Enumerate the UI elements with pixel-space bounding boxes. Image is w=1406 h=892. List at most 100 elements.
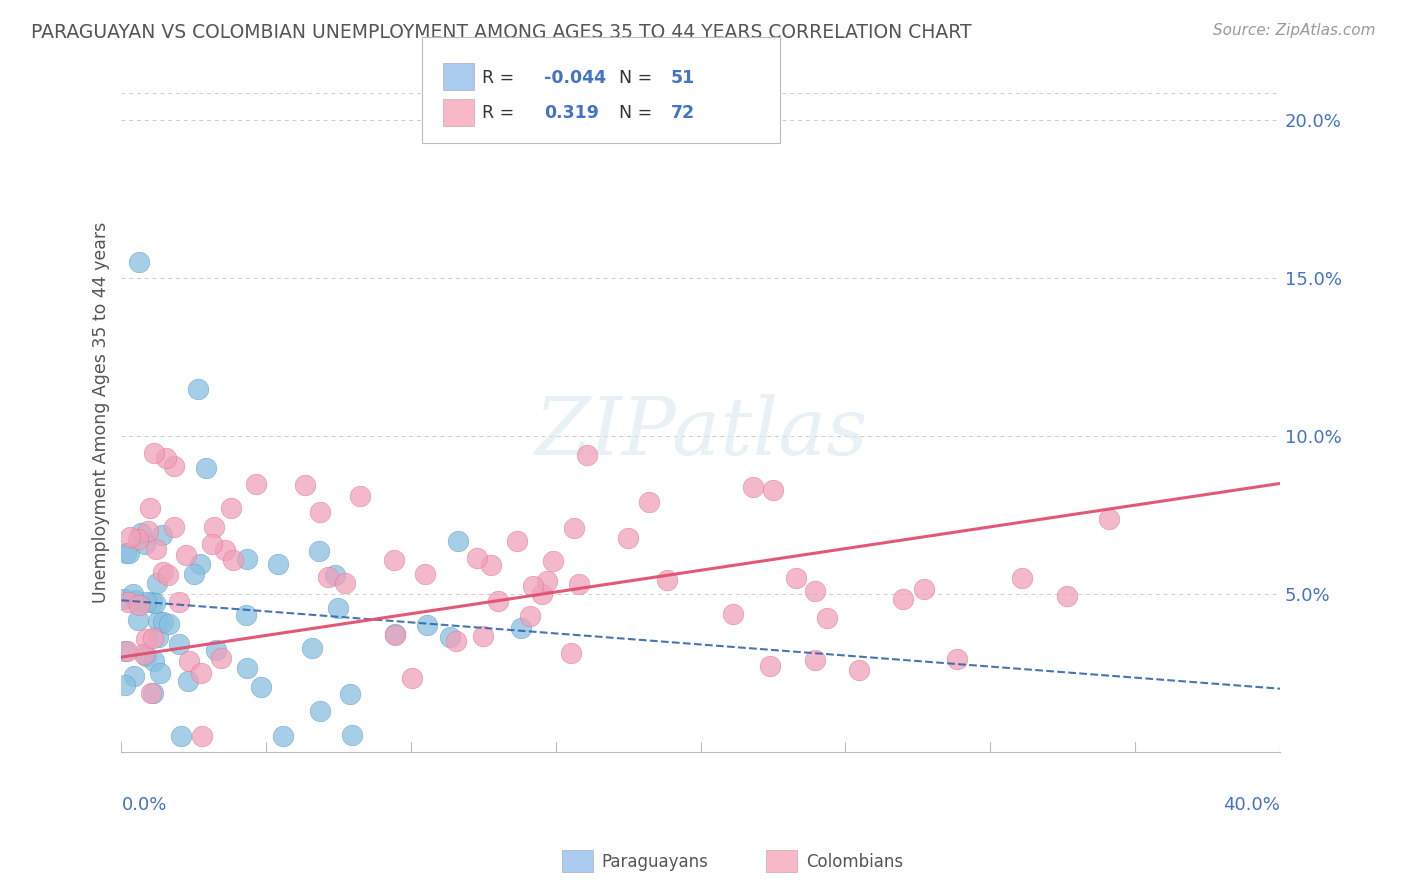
Point bbox=[209, 651, 232, 665]
Point bbox=[519, 609, 541, 624]
Text: 40.0%: 40.0% bbox=[1223, 796, 1279, 814]
Point bbox=[401, 671, 423, 685]
Point bbox=[139, 685, 162, 699]
Point bbox=[333, 576, 356, 591]
Point bbox=[122, 668, 145, 682]
Point bbox=[413, 566, 436, 581]
Point bbox=[848, 663, 870, 677]
Point bbox=[328, 600, 350, 615]
Point bbox=[479, 558, 502, 573]
Point bbox=[308, 505, 330, 519]
Point bbox=[815, 610, 838, 624]
Text: N =: N = bbox=[619, 104, 658, 122]
Point bbox=[568, 577, 591, 591]
Point bbox=[758, 659, 780, 673]
Text: 72: 72 bbox=[671, 104, 695, 122]
Point bbox=[804, 584, 827, 599]
Point bbox=[323, 568, 346, 582]
Point bbox=[143, 596, 166, 610]
Point bbox=[139, 501, 162, 516]
Point bbox=[202, 519, 225, 533]
Point bbox=[114, 643, 136, 657]
Point bbox=[467, 551, 489, 566]
Point bbox=[145, 575, 167, 590]
Point bbox=[271, 729, 294, 743]
Point bbox=[155, 451, 177, 466]
Point bbox=[236, 661, 259, 675]
Point bbox=[112, 592, 135, 607]
Point bbox=[117, 595, 139, 609]
Point bbox=[541, 554, 564, 568]
Point bbox=[945, 652, 967, 666]
Point bbox=[117, 644, 139, 658]
Point bbox=[444, 634, 467, 648]
Point bbox=[205, 642, 228, 657]
Point bbox=[167, 595, 190, 609]
Point bbox=[157, 567, 180, 582]
Text: -0.044: -0.044 bbox=[544, 69, 606, 87]
Point bbox=[742, 480, 765, 494]
Point bbox=[384, 627, 406, 641]
Text: 51: 51 bbox=[671, 69, 695, 87]
Point bbox=[384, 627, 406, 641]
Point bbox=[134, 537, 156, 551]
Point bbox=[146, 630, 169, 644]
Point bbox=[142, 631, 165, 645]
Point bbox=[127, 613, 149, 627]
Point bbox=[721, 607, 744, 621]
Point bbox=[785, 571, 807, 585]
Point bbox=[142, 686, 165, 700]
Point bbox=[309, 704, 332, 718]
Text: PARAGUAYAN VS COLOMBIAN UNEMPLOYMENT AMONG AGES 35 TO 44 YEARS CORRELATION CHART: PARAGUAYAN VS COLOMBIAN UNEMPLOYMENT AMO… bbox=[31, 23, 972, 42]
Point bbox=[638, 495, 661, 509]
Point bbox=[250, 680, 273, 694]
Point bbox=[191, 729, 214, 743]
Point bbox=[1056, 589, 1078, 603]
Point bbox=[308, 543, 330, 558]
Point bbox=[128, 598, 150, 612]
Text: N =: N = bbox=[619, 69, 658, 87]
Point bbox=[118, 530, 141, 544]
Point bbox=[339, 688, 361, 702]
Text: 0.0%: 0.0% bbox=[121, 796, 167, 814]
Point bbox=[127, 533, 149, 547]
Y-axis label: Unemployment Among Ages 35 to 44 years: Unemployment Among Ages 35 to 44 years bbox=[93, 222, 110, 603]
Point bbox=[129, 526, 152, 541]
Point bbox=[114, 546, 136, 560]
Point bbox=[132, 647, 155, 661]
Point bbox=[318, 570, 340, 584]
Point bbox=[536, 574, 558, 589]
Point bbox=[576, 448, 599, 462]
Text: R =: R = bbox=[482, 69, 520, 87]
Point bbox=[214, 542, 236, 557]
Point bbox=[114, 678, 136, 692]
Text: Paraguayans: Paraguayans bbox=[602, 853, 709, 871]
Point bbox=[201, 537, 224, 551]
Point bbox=[522, 579, 544, 593]
Point bbox=[235, 608, 257, 623]
Point bbox=[762, 483, 785, 497]
Point bbox=[222, 552, 245, 566]
Point bbox=[349, 489, 371, 503]
Point bbox=[152, 615, 174, 629]
Point bbox=[135, 632, 157, 646]
Point bbox=[190, 557, 212, 571]
Point bbox=[560, 646, 582, 660]
Point bbox=[143, 654, 166, 668]
Point bbox=[655, 573, 678, 587]
Point bbox=[472, 629, 495, 643]
Point bbox=[912, 582, 935, 597]
Point bbox=[177, 674, 200, 689]
Point bbox=[176, 548, 198, 562]
Text: Colombians: Colombians bbox=[806, 853, 903, 871]
Point bbox=[416, 618, 439, 632]
Point bbox=[128, 255, 150, 269]
Point bbox=[149, 665, 172, 680]
Point bbox=[177, 654, 200, 668]
Point bbox=[183, 566, 205, 581]
Point bbox=[163, 520, 186, 534]
Point bbox=[506, 534, 529, 549]
Text: R =: R = bbox=[482, 104, 520, 122]
Text: ZIPatlas: ZIPatlas bbox=[534, 394, 868, 472]
Point bbox=[187, 382, 209, 396]
